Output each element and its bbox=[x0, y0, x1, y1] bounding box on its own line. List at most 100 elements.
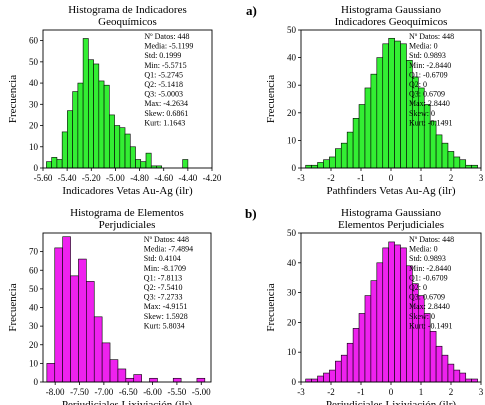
x-tick-label: -8.00 bbox=[46, 387, 65, 397]
histogram-bar bbox=[149, 377, 158, 383]
x-tick-label: -4.20 bbox=[203, 173, 222, 183]
y-tick-label: 30 bbox=[29, 99, 39, 109]
histogram-bar bbox=[78, 258, 87, 383]
histogram-bar bbox=[340, 142, 348, 169]
chart-title: Histograma Gaussiano Indicadores Geoquími… bbox=[335, 4, 448, 28]
x-tick-label: -2 bbox=[327, 173, 335, 183]
stats-line: Max: -4.2634 bbox=[144, 99, 188, 108]
chart-panel-2: Histograma Gaussiano Indicadores Geoquími… bbox=[265, 4, 484, 197]
stats-line: Min: -2.8440 bbox=[409, 264, 451, 273]
stats-line: Max: 2.8440 bbox=[409, 302, 450, 311]
stats-line: Min: -5.5715 bbox=[144, 61, 186, 70]
stats-line: Std: 0.1999 bbox=[144, 51, 181, 60]
histogram-bar bbox=[61, 131, 68, 169]
histogram-bar bbox=[335, 360, 342, 383]
chart-panel-4: Histograma Gaussiano Elementos Perjudicia… bbox=[265, 207, 484, 405]
x-tick-label: -4.40 bbox=[178, 173, 197, 183]
x-tick-label: -3 bbox=[297, 173, 305, 183]
histogram-bar bbox=[182, 159, 189, 169]
x-tick-label: 1 bbox=[419, 173, 424, 183]
x-tick-label: -5.50 bbox=[168, 387, 187, 397]
stats-line: Q2: 0 bbox=[409, 80, 427, 89]
histogram-bar bbox=[46, 363, 56, 383]
x-tick-label: -5.60 bbox=[34, 173, 53, 183]
chart-title-line: Geoquímicos bbox=[98, 16, 157, 28]
histogram-bar bbox=[346, 342, 354, 383]
stats-line: Q2: -7.5410 bbox=[144, 283, 183, 292]
chart-title: Histograma de Indicadores Geoquímicos bbox=[68, 4, 187, 28]
y-tick-label: 40 bbox=[29, 303, 39, 313]
x-tick-label: -6.00 bbox=[143, 387, 162, 397]
stats-line: Kurt: -0.1491 bbox=[409, 118, 453, 127]
histogram-bar bbox=[119, 127, 126, 169]
chart-title-line: Histograma Gaussiano bbox=[341, 207, 441, 219]
y-tick-label: 30 bbox=[287, 80, 297, 90]
histogram-bar bbox=[358, 313, 366, 383]
stats-line: Q3: -5.0003 bbox=[144, 90, 183, 99]
x-tick-label: -4.60 bbox=[154, 173, 173, 183]
x-axis-label: Perjudiciales Lixiviación (ilr) bbox=[62, 399, 192, 405]
stats-line: Q3: -7.2733 bbox=[144, 293, 183, 302]
x-tick-label: -7.50 bbox=[70, 387, 89, 397]
x-tick-label: 3 bbox=[479, 173, 484, 183]
histogram-bar bbox=[109, 359, 119, 383]
stats-line: Std: 0.9893 bbox=[409, 254, 446, 263]
chart-title-line: Indicadores Geoquímicos bbox=[335, 16, 448, 28]
histogram-bar bbox=[370, 280, 378, 383]
histogram-bar bbox=[77, 82, 84, 169]
y-tick-label: 10 bbox=[29, 142, 39, 152]
chart-title-line: Histograma Gaussiano bbox=[341, 4, 441, 16]
histogram-bar bbox=[133, 374, 142, 383]
stats-line: Std: 0.4104 bbox=[144, 254, 181, 263]
x-tick-label: -5.00 bbox=[192, 387, 211, 397]
x-tick-label: -4.80 bbox=[130, 173, 149, 183]
y-tick-label: 50 bbox=[29, 57, 39, 67]
stats-line: Kurt: 5.8034 bbox=[144, 321, 185, 330]
histogram-bar bbox=[364, 87, 372, 169]
histogram-bar bbox=[62, 236, 71, 383]
histogram-bar bbox=[429, 331, 437, 383]
y-tick-label: 50 bbox=[287, 25, 297, 35]
y-tick-label: 40 bbox=[29, 78, 39, 88]
stats-line: Media: 0 bbox=[409, 245, 438, 254]
y-tick-label: 0 bbox=[34, 377, 39, 387]
stats-annotation: Nº Datos: 448 Media: 0 Std: 0.9893 Min: -2.… bbox=[409, 235, 454, 330]
stats-line: Q1: -7.8113 bbox=[144, 273, 182, 282]
chart-title-line: Perjudiciales bbox=[99, 219, 156, 231]
histogram-bar bbox=[459, 159, 467, 169]
x-axis-label: Pathfinders Vetas Au-Ag (ilr) bbox=[326, 185, 455, 197]
histogram-bar bbox=[172, 377, 182, 383]
stats-line: Nº Datos: 448 bbox=[144, 32, 189, 41]
chart-title: Histograma de Elementos Perjudiciales bbox=[70, 207, 184, 231]
histogram-bar bbox=[98, 80, 105, 169]
stats-line: Min: -2.8440 bbox=[409, 61, 451, 70]
y-tick-label: 50 bbox=[29, 284, 39, 294]
y-tick-label: 0 bbox=[292, 163, 297, 173]
chart-title-line: Histograma de Elementos bbox=[70, 207, 184, 219]
x-tick-label: 2 bbox=[449, 173, 454, 183]
stats-line: Q2: 0 bbox=[409, 283, 427, 292]
chart-title-line: Histograma de Indicadores bbox=[68, 4, 187, 16]
y-axis-label: Frecuencia bbox=[265, 283, 277, 331]
histogram-bar bbox=[93, 63, 100, 169]
section-label-a: a) bbox=[246, 3, 257, 18]
histogram-bar bbox=[101, 342, 111, 383]
stats-line: Std: 0.9893 bbox=[409, 51, 446, 60]
y-tick-label: 40 bbox=[287, 258, 297, 268]
y-tick-label: 40 bbox=[287, 53, 297, 63]
histogram-bar bbox=[447, 363, 455, 383]
x-tick-label: -1 bbox=[357, 173, 365, 183]
histogram-bar bbox=[453, 156, 461, 169]
histogram-bar bbox=[56, 159, 63, 169]
x-tick-label: -7.00 bbox=[94, 387, 113, 397]
stats-line: Kurt: -0.1491 bbox=[409, 321, 453, 330]
y-tick-label: 20 bbox=[287, 108, 297, 118]
stats-line: Media: -7.4894 bbox=[144, 245, 193, 254]
histogram-bar bbox=[370, 73, 378, 169]
y-tick-label: 20 bbox=[29, 340, 39, 350]
x-tick-label: 0 bbox=[389, 173, 394, 183]
y-tick-label: 0 bbox=[34, 163, 39, 173]
stats-line: Nº Datos: 448 bbox=[409, 32, 454, 41]
histogram-bar bbox=[317, 375, 324, 383]
